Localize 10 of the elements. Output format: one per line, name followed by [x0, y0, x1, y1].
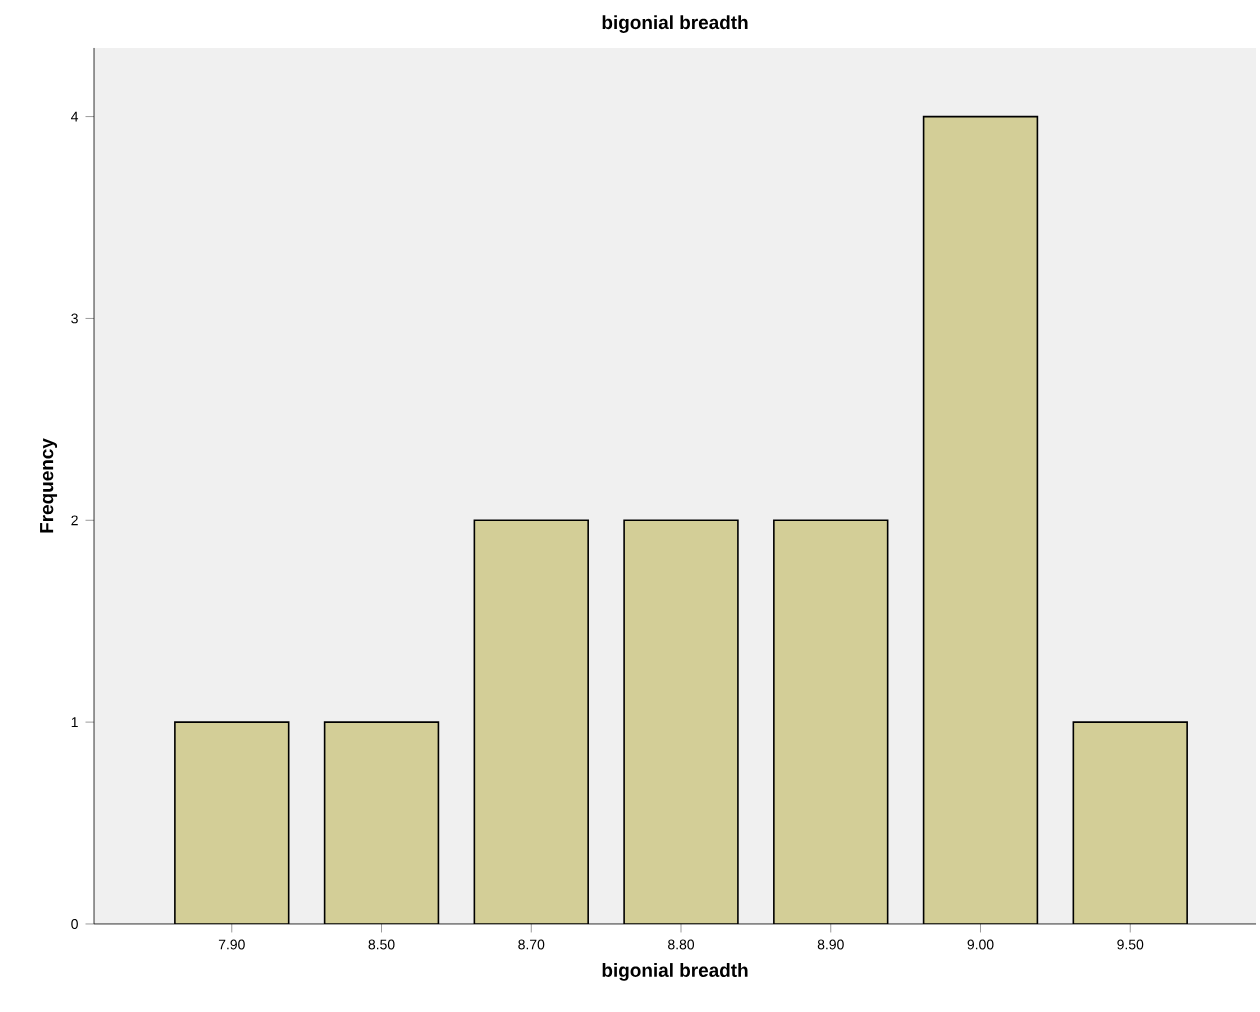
bar: [623, 519, 739, 924]
y-axis-title: Frequency: [40, 438, 58, 533]
bar: [1072, 721, 1188, 924]
bar: [323, 721, 440, 924]
bar: [773, 519, 889, 924]
bar: [174, 721, 290, 924]
bar: [922, 115, 1039, 924]
x-axis-title: bigonial breadth: [602, 963, 748, 981]
bar: [473, 519, 589, 924]
chart-title: bigonial breadth: [602, 15, 748, 33]
